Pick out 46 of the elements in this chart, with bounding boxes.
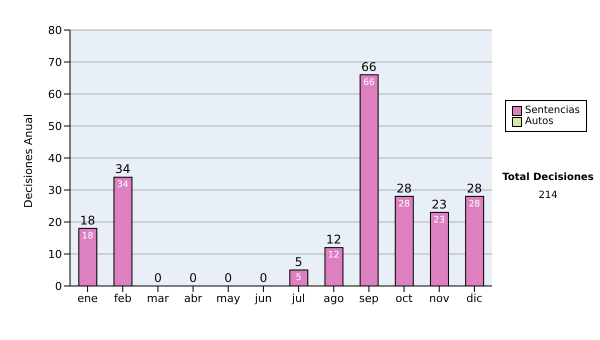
x-tick-label: ago	[324, 292, 344, 305]
total-label: 34	[115, 162, 130, 176]
y-axis-title: Decisiones Anual	[22, 114, 35, 208]
total-label: 0	[260, 271, 268, 285]
y-tick-label: 0	[55, 280, 62, 293]
total-label: 28	[396, 181, 412, 196]
x-tick-label: nov	[429, 292, 450, 305]
legend-label: Autos	[525, 116, 554, 127]
data-label: 28	[468, 199, 480, 210]
y-tick-label: 20	[48, 216, 62, 229]
total-label: 0	[189, 271, 197, 285]
x-tick-label: oct	[396, 292, 414, 305]
x-tick-label: may	[216, 292, 241, 305]
x-tick-label: abr	[184, 292, 203, 305]
data-label: 34	[117, 180, 129, 190]
text: Total Decisiones	[501, 172, 595, 183]
data-label: 28	[398, 199, 410, 210]
data-label: 12	[328, 250, 340, 261]
data-label: 66	[363, 78, 375, 88]
data-label: 23	[434, 215, 445, 226]
x-tick-label: jul	[291, 292, 306, 305]
y-tick-label: 40	[48, 152, 62, 165]
total-label: 0	[224, 271, 232, 285]
total-label: 66	[361, 60, 377, 74]
total-label: 23	[432, 197, 447, 212]
x-tick-label: dic	[466, 292, 482, 305]
y-tick-label: 10	[48, 248, 62, 261]
x-tick-label: jun	[254, 292, 272, 305]
x-tick-label: sep	[359, 292, 379, 305]
total-label: 18	[80, 213, 96, 228]
y-tick-label: 50	[48, 120, 62, 133]
y-tick-label: 30	[48, 184, 62, 197]
x-tick-label: ene	[77, 292, 98, 305]
total-label: 0	[154, 271, 162, 285]
data-label: 5	[296, 273, 302, 283]
total-label: 28	[466, 181, 482, 196]
data-label: 18	[82, 231, 94, 242]
x-tick-label: mar	[146, 292, 170, 305]
y-tick-label: 60	[48, 88, 62, 101]
x-tick-label: feb	[114, 292, 132, 305]
total-label: 12	[326, 232, 342, 247]
text: 214	[537, 190, 559, 201]
legend-label: Sentencias	[525, 105, 580, 116]
y-tick-label: 70	[48, 56, 62, 69]
total-label: 5	[294, 255, 302, 269]
y-tick-label: 80	[48, 24, 62, 37]
